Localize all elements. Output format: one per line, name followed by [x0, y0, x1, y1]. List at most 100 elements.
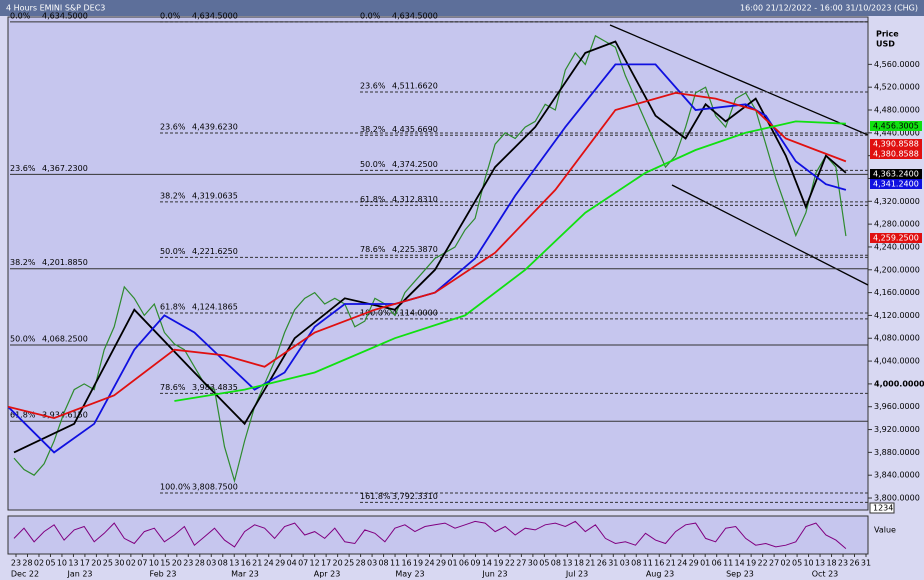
fib-level: 4,374.2500	[392, 160, 438, 169]
fib-pct: 23.6%	[160, 123, 186, 132]
y-tick-label: 4,040.0000	[874, 357, 920, 366]
price-badge-label: 4,341.2400	[873, 180, 919, 189]
moving-average	[174, 120, 846, 402]
fib-level: 3,934.6150	[42, 411, 88, 420]
x-tick-label: 07	[298, 559, 308, 568]
x-tick-label: 02	[781, 559, 791, 568]
fib-pct: 61.8%	[160, 303, 186, 312]
y-tick-label: 4,480.0000	[874, 106, 920, 115]
x-tick-label: 27	[769, 559, 779, 568]
fib-level: 4,435.6690	[392, 125, 438, 134]
fib-level: 4,068.2500	[42, 334, 88, 343]
x-tick-label: 05	[539, 559, 549, 568]
chart-title: 4 Hours EMINI S&P DEC3	[6, 4, 105, 13]
x-tick-label: 20	[91, 559, 101, 568]
price-badge-label: 4,380.8588	[873, 150, 919, 159]
x-tick-label: 01	[700, 559, 710, 568]
fib-level: 4,124.1865	[192, 303, 238, 312]
fib-level: 4,367.2300	[42, 164, 88, 173]
y-tick-label: 4,280.0000	[874, 220, 920, 229]
x-tick-label: 30	[528, 559, 538, 568]
fib-pct: 61.8%	[10, 411, 36, 420]
y-tick-label: 4,200.0000	[874, 265, 920, 274]
x-tick-label: 06	[459, 559, 469, 568]
fib-pct: 100.0%	[160, 483, 191, 492]
x-tick-label: 11	[723, 559, 733, 568]
fib-pct: 0.0%	[360, 11, 381, 20]
x-tick-label: 13	[562, 559, 572, 568]
fib-level: 3,983.4835	[192, 383, 238, 392]
fib-level: 4,439.6230	[192, 123, 238, 132]
x-tick-label: 20	[172, 559, 182, 568]
x-tick-label: 19	[746, 559, 756, 568]
price-line	[13, 34, 847, 484]
x-tick-label: 10	[803, 559, 813, 568]
extra-label: 1234	[873, 504, 893, 513]
fib-level: 4,634.5000	[42, 11, 88, 20]
x-tick-label: 25	[103, 559, 113, 568]
x-tick-label: 08	[551, 559, 561, 568]
fib-pct: 61.8%	[360, 195, 386, 204]
fib-pct: 50.0%	[360, 160, 386, 169]
fib-level: 3,808.7500	[192, 483, 238, 492]
x-tick-label: 11	[643, 559, 653, 568]
extra-box	[869, 502, 895, 514]
y-tick-label: 3,880.0000	[874, 448, 920, 457]
x-tick-label: 23	[183, 559, 193, 568]
x-tick-label: 16	[654, 559, 664, 568]
x-tick-label: 14	[482, 559, 492, 568]
x-tick-label: 21	[252, 559, 262, 568]
x-tick-label: 21	[585, 559, 595, 568]
price-badge	[870, 149, 922, 159]
x-tick-label: 23	[11, 559, 21, 568]
x-tick-label: 14	[735, 559, 745, 568]
chart-subtitle: 16:00 21/12/2022 - 16:00 31/10/2023 (CHG…	[740, 4, 918, 13]
x-tick-label: 22	[505, 559, 515, 568]
x-tick-label: 01	[447, 559, 457, 568]
y-tick-label: 4,000.0000	[874, 379, 924, 388]
x-tick-label: 24	[264, 559, 274, 568]
x-tick-label: 17	[321, 559, 331, 568]
fib-level: 4,312.8310	[392, 195, 438, 204]
x-tick-label: 30	[114, 559, 124, 568]
x-tick-label: 08	[378, 559, 388, 568]
y-tick-label: 3,960.0000	[874, 402, 920, 411]
fib-level: 3,792.3310	[392, 492, 438, 501]
y-tick-label: 3,840.0000	[874, 471, 920, 480]
fib-level: 4,114.0000	[392, 308, 438, 317]
x-tick-label: 17	[80, 559, 90, 568]
month-label: May 23	[395, 570, 424, 579]
x-tick-label: 28	[22, 559, 32, 568]
x-tick-label: 08	[631, 559, 641, 568]
y-tick-label: 3,920.0000	[874, 425, 920, 434]
y-tick-label: 4,520.0000	[874, 83, 920, 92]
x-tick-label: 05	[45, 559, 55, 568]
x-tick-label: 04	[287, 559, 297, 568]
fib-level: 4,634.5000	[192, 11, 238, 20]
month-label: Jun 23	[481, 570, 507, 579]
fib-pct: 161.8%	[360, 492, 391, 501]
x-tick-label: 19	[493, 559, 503, 568]
x-tick-label: 27	[516, 559, 526, 568]
y-axis-unit: USD	[876, 40, 895, 49]
x-tick-label: 22	[758, 559, 768, 568]
x-tick-label: 29	[275, 559, 285, 568]
y-tick-label: 4,240.0000	[874, 242, 920, 251]
x-tick-label: 24	[677, 559, 687, 568]
x-tick-label: 03	[620, 559, 630, 568]
x-tick-label: 08	[218, 559, 228, 568]
y-tick-label: 4,560.0000	[874, 60, 920, 69]
x-tick-label: 09	[470, 559, 480, 568]
fib-pct: 100.0%	[360, 308, 391, 317]
x-tick-label: 23	[838, 559, 848, 568]
fib-pct: 78.6%	[160, 383, 186, 392]
x-tick-label: 10	[149, 559, 159, 568]
fib-level: 4,634.5000	[392, 11, 438, 20]
fib-pct: 78.6%	[360, 245, 386, 254]
fib-pct: 0.0%	[160, 11, 181, 20]
moving-average	[7, 91, 847, 420]
y-tick-label: 4,120.0000	[874, 311, 920, 320]
x-tick-label: 16	[401, 559, 411, 568]
trend-line	[609, 24, 869, 136]
